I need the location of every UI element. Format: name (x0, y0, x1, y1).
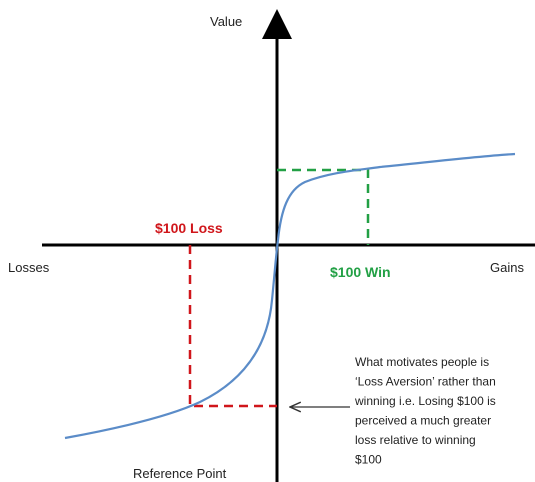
annotation-line: winning i.e. Losing $100 is (354, 394, 496, 408)
gains-label: Gains (490, 260, 524, 275)
win-guide (277, 168, 370, 245)
annotation-line: perceived a much greater (355, 414, 491, 428)
y-axis-label: Value (210, 14, 242, 29)
value-curve (64, 152, 516, 440)
annotation-line: ‘Loss Aversion’ rather than (355, 375, 496, 389)
origin-label: Reference Point (133, 466, 227, 481)
annotation-line: $100 (355, 453, 382, 467)
losses-label: Losses (8, 260, 50, 275)
annotation-line: loss relative to winning (355, 433, 476, 447)
win-label: $100 Win (330, 264, 391, 280)
loss-guide (188, 245, 277, 408)
loss-label: $100 Loss (155, 220, 223, 236)
annotation: What motivates people is ‘Loss Aversion’ … (354, 355, 496, 467)
annotation-line: What motivates people is (355, 355, 489, 369)
